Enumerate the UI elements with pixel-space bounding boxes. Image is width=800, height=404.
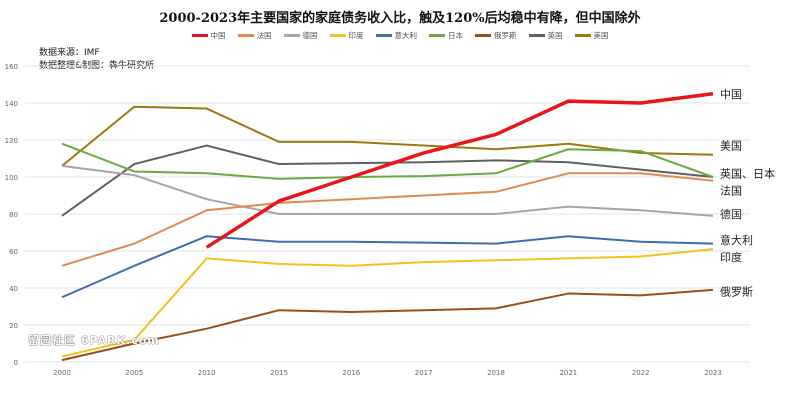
legend-label: 日本	[448, 31, 463, 40]
end-label: 英国、日本	[720, 166, 775, 180]
legend-item: 法国	[237, 30, 272, 41]
legend-swatch	[191, 34, 208, 37]
legend-label: 英国	[547, 31, 563, 40]
legend-swatch	[475, 34, 491, 37]
source-note: 数据来源：IMF	[39, 48, 100, 58]
series-line-0	[205, 92, 714, 249]
end-label: 俄罗斯	[720, 286, 753, 299]
legend-swatch	[283, 34, 300, 37]
y-tick-label: 80	[9, 211, 18, 219]
legend-item: 美国	[574, 30, 609, 41]
y-tick-label: 0	[14, 359, 18, 367]
end-label: 法国	[720, 183, 742, 197]
legend-label: 德国	[302, 31, 318, 40]
legend-label: 法国	[256, 31, 272, 40]
legend-label: 俄罗斯	[494, 31, 517, 40]
legend-item: 德国	[283, 30, 318, 41]
x-tick-label: 2016	[342, 369, 360, 377]
legend-item: 印度	[329, 30, 364, 41]
end-label: 中国	[720, 88, 742, 101]
y-tick-label: 60	[9, 248, 18, 256]
series-line-2	[61, 164, 714, 217]
x-tick-label: 2017	[415, 369, 433, 377]
legend-item: 日本	[429, 30, 463, 41]
x-tick-label: 2010	[198, 369, 216, 377]
legend-swatch	[375, 34, 392, 37]
x-tick-label: 2022	[632, 369, 650, 377]
legend: 中国 法国 德国 印度 意大利 日本 俄罗斯 英国 美国	[0, 30, 800, 41]
y-tick-label: 120	[5, 137, 18, 145]
legend-item: 意大利	[375, 30, 418, 41]
x-tick-label: 2000	[53, 369, 71, 377]
series-line-5	[61, 142, 714, 180]
legend-item: 英国	[528, 30, 563, 41]
series-line-1	[61, 172, 714, 267]
y-tick-label: 40	[9, 285, 18, 293]
x-tick-label: 2018	[487, 369, 505, 377]
legend-label: 印度	[348, 31, 364, 40]
series-line-7	[61, 144, 714, 217]
y-tick-label: 140	[5, 100, 18, 108]
watermark: 留园社区 6PARK.com	[28, 334, 160, 347]
x-tick-label: 2015	[270, 369, 288, 377]
end-label: 美国	[720, 140, 742, 153]
y-tick-label: 20	[9, 322, 18, 330]
end-label: 印度	[720, 250, 742, 264]
legend-swatch	[574, 34, 591, 37]
legend-item: 俄罗斯	[475, 30, 517, 41]
series-line-8	[61, 105, 714, 167]
legend-item: 中国	[191, 30, 226, 41]
series-line-4	[61, 235, 714, 299]
legend-swatch	[429, 34, 445, 37]
chart-title: 2000-2023年主要国家的家庭债务收入比，触及120%后均稳中有降，但中国除…	[159, 11, 641, 26]
y-tick-label: 160	[5, 63, 18, 71]
legend-swatch	[237, 34, 254, 37]
legend-label: 中国	[210, 31, 226, 40]
x-tick-label: 2023	[704, 369, 722, 377]
end-label: 意大利	[720, 233, 753, 247]
y-tick-label: 100	[5, 174, 18, 182]
legend-label: 意大利	[394, 31, 418, 40]
series-line-6	[61, 288, 714, 362]
legend-swatch	[329, 34, 346, 37]
x-tick-label: 2021	[559, 369, 577, 377]
series-line-3	[61, 248, 714, 358]
legend-label: 美国	[593, 31, 609, 40]
end-label: 德国	[720, 207, 742, 221]
x-tick-label: 2005	[125, 369, 143, 377]
legend-swatch	[528, 34, 545, 37]
